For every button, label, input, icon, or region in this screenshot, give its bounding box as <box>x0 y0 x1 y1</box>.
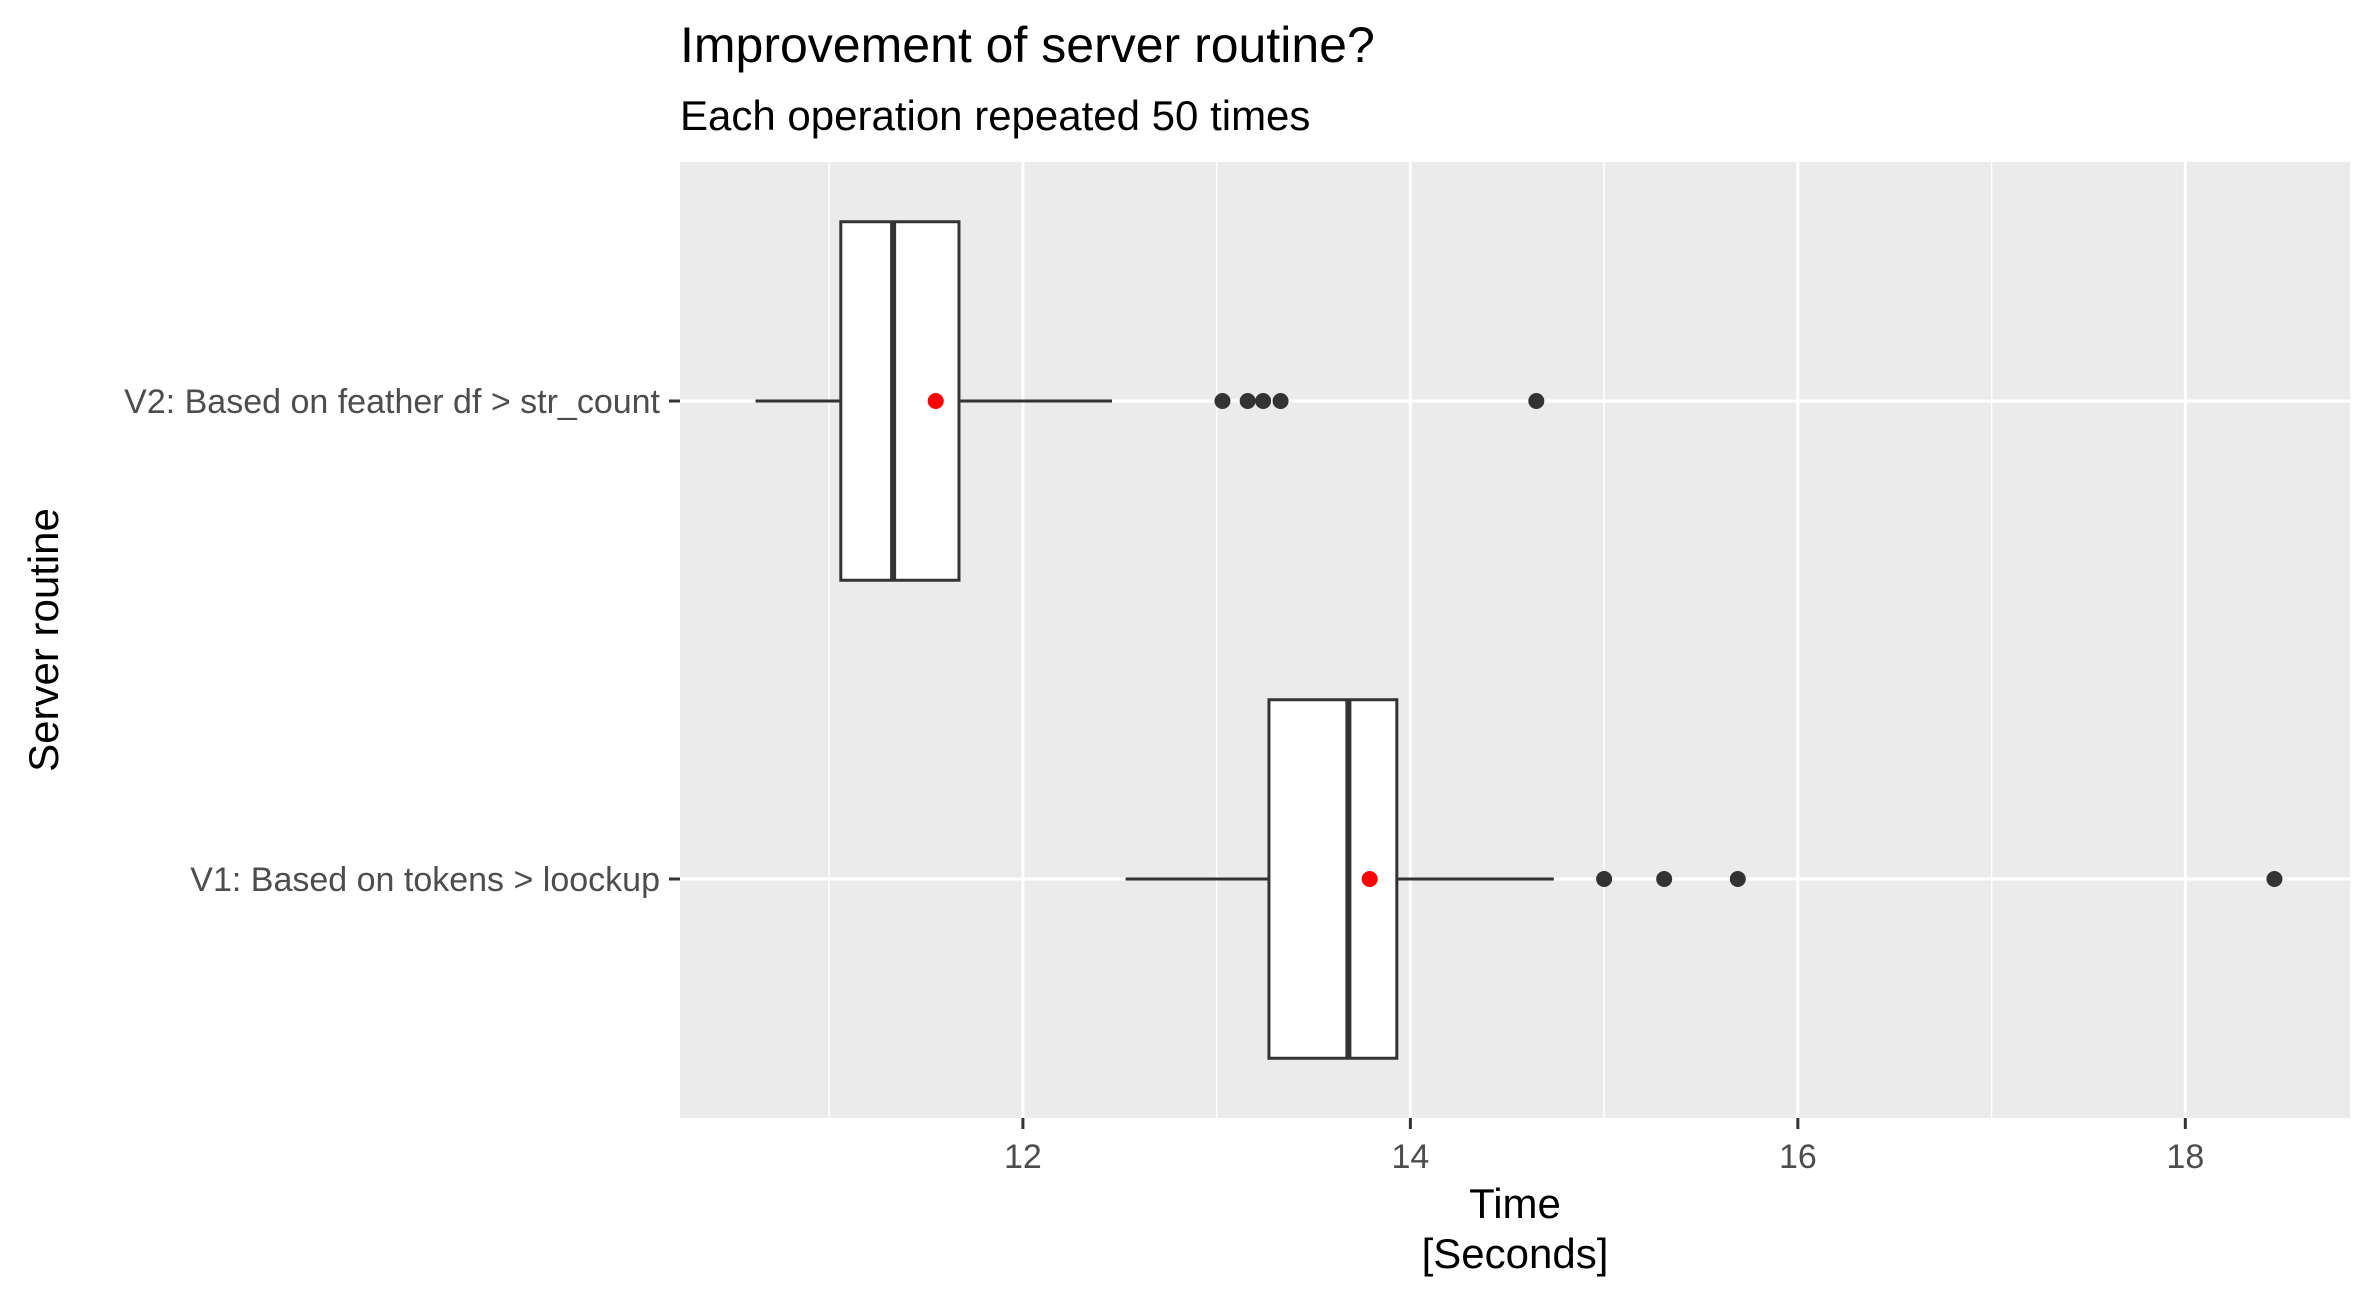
x-axis-title: Time <box>1469 1180 1561 1227</box>
y-axis-title: Server routine <box>20 508 67 772</box>
outlier-point <box>1528 393 1545 409</box>
x-tick-label: 14 <box>1391 1138 1429 1176</box>
outlier-point <box>2266 871 2283 887</box>
mean-point <box>1361 871 1378 887</box>
box-group <box>1125 698 2283 1060</box>
x-axis: 12 14 16 18 <box>1004 1118 2204 1176</box>
x-axis-unit: [Seconds] <box>1422 1230 1609 1277</box>
outlier-point <box>1239 393 1256 409</box>
outlier-point <box>1729 871 1746 887</box>
x-tick-label: 16 <box>1779 1138 1817 1176</box>
outlier-point <box>1255 393 1272 409</box>
outlier-point <box>1214 393 1231 409</box>
box-group <box>755 220 1545 582</box>
outlier-point <box>1596 871 1613 887</box>
box-series <box>755 220 2283 1060</box>
y-axis: V2: Based on feather df > str_count V1: B… <box>124 383 680 899</box>
minor-gridlines <box>828 162 1993 1118</box>
x-tick-label: 18 <box>2166 1138 2204 1176</box>
y-tick-label: V2: Based on feather df > str_count <box>124 383 660 421</box>
chart-subtitle: Each operation repeated 50 times <box>680 92 1310 139</box>
outlier-point <box>1656 871 1673 887</box>
outlier-point <box>1272 393 1289 409</box>
mean-point <box>927 393 944 409</box>
chart-title: Improvement of server routine? <box>680 17 1375 73</box>
y-tick-label: V1: Based on tokens > loockup <box>190 861 660 899</box>
x-tick-label: 12 <box>1004 1138 1042 1176</box>
